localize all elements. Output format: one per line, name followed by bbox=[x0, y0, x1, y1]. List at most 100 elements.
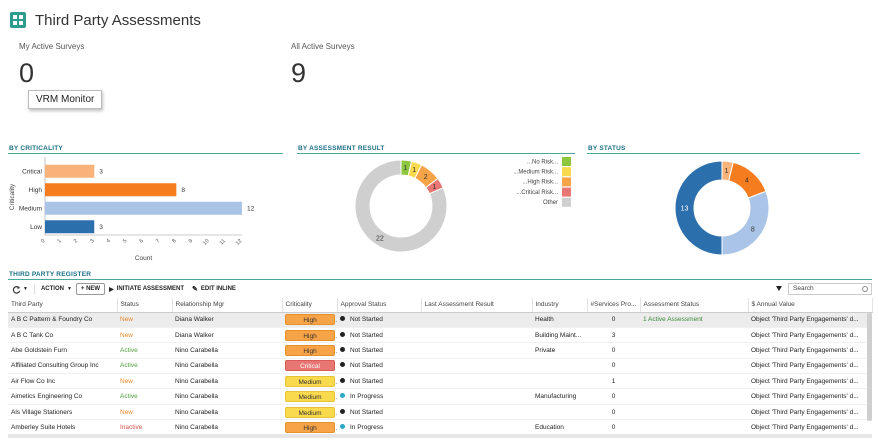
my-active-surveys-value[interactable]: 0 bbox=[19, 58, 35, 88]
edit-inline-label: EDIT INLINE bbox=[200, 286, 236, 292]
column-header[interactable]: Last Assessment Result bbox=[421, 298, 533, 313]
bar-medium bbox=[45, 201, 242, 215]
relationship-mgr-cell: Nino Carabella bbox=[172, 342, 282, 359]
industry-cell bbox=[532, 404, 587, 421]
section-divider bbox=[8, 279, 872, 280]
bar-value-label: 8 bbox=[181, 187, 185, 194]
last-assessment-cell bbox=[421, 327, 532, 344]
column-header[interactable]: Third Party bbox=[8, 298, 118, 313]
approval-status-cell: In Progress bbox=[337, 419, 421, 436]
annual-value-cell: Object 'Third Party Engagements' d... bbox=[748, 373, 872, 390]
initiate-assessment-button[interactable]: ▶ INITIATE ASSESSMENT bbox=[105, 283, 188, 295]
search-input[interactable]: Search bbox=[788, 283, 872, 295]
search-placeholder: Search bbox=[793, 285, 814, 292]
page-title: Third Party Assessments bbox=[35, 11, 201, 29]
column-header[interactable]: Relationship Mgr bbox=[172, 298, 283, 313]
relationship-mgr-cell: Nino Carabella bbox=[172, 404, 282, 421]
table-row[interactable]: Abe Goldstein Furn Active Nino Carabella Hi… bbox=[8, 342, 872, 359]
table-row[interactable]: A B C Tank Co New Diana Walker High Not Star… bbox=[8, 327, 872, 344]
approval-status-cell: Not Started bbox=[337, 312, 421, 328]
services-cell: 3 bbox=[587, 327, 640, 344]
legend-label: Other bbox=[543, 200, 558, 206]
services-cell: 1 bbox=[587, 373, 640, 390]
table-row[interactable]: Air Flow Co Inc New Nino Carabella Medium No… bbox=[8, 373, 872, 390]
table-row[interactable]: Aimetics Engineering Co Active Nino Carabe… bbox=[8, 388, 872, 405]
section-divider bbox=[8, 153, 283, 154]
column-header[interactable]: Criticality bbox=[282, 298, 338, 313]
last-assessment-cell bbox=[421, 388, 532, 405]
services-cell: 0 bbox=[587, 312, 640, 328]
table-row[interactable]: A B C Pattern & Foundry Co New Diana Walke… bbox=[8, 312, 872, 328]
vertical-scrollbar[interactable] bbox=[867, 313, 872, 421]
result-slice-4 bbox=[354, 159, 448, 253]
legend-swatch bbox=[562, 157, 571, 166]
x-tick-label: 3 bbox=[89, 238, 95, 244]
relationship-mgr-cell: Nino Carabella bbox=[172, 373, 282, 390]
new-button[interactable]: + NEW bbox=[75, 283, 106, 295]
status-cell: Inactive bbox=[117, 419, 172, 436]
criticality-badge: High bbox=[285, 314, 335, 326]
action-menu-button[interactable]: ACTION ▼ bbox=[40, 286, 72, 292]
third-party-register-table: Third Party Status Relationship Mgr Critica… bbox=[8, 298, 873, 436]
approval-status-dot-icon bbox=[340, 393, 345, 399]
result-slice-label: 1 bbox=[404, 165, 408, 172]
bar-category-label: Low bbox=[30, 224, 42, 231]
table-row[interactable]: Als Village Stationers New Nino Carabella M… bbox=[8, 404, 872, 421]
approval-status-cell: Not Started bbox=[337, 358, 421, 375]
status-donut-chart: 1 4 8 13 bbox=[674, 160, 770, 256]
approval-status-dot-icon bbox=[340, 362, 345, 368]
edit-inline-button[interactable]: ✎ EDIT INLINE bbox=[188, 283, 240, 295]
assessment-status-cell[interactable]: 1 Active Assessment bbox=[640, 312, 748, 328]
bar-category-label: Critical bbox=[22, 169, 42, 176]
column-header[interactable]: Status bbox=[117, 298, 173, 313]
third-party-cell: Abe Goldstein Furn bbox=[8, 342, 117, 359]
criticality-cell: Medium bbox=[282, 388, 337, 405]
services-cell: 0 bbox=[587, 342, 640, 359]
services-cell: 0 bbox=[587, 419, 640, 436]
last-assessment-cell bbox=[421, 342, 532, 359]
table-row[interactable]: Affiliated Consulting Group Inc Active Nin… bbox=[8, 358, 872, 375]
horizontal-scrollbar[interactable] bbox=[8, 434, 872, 438]
search-icon bbox=[862, 286, 868, 292]
relationship-mgr-cell: Nino Carabella bbox=[172, 388, 282, 405]
x-tick-label: 4 bbox=[106, 238, 112, 244]
column-header[interactable]: Approval Status bbox=[337, 298, 422, 313]
legend-label: ...High Risk... bbox=[522, 180, 558, 186]
tooltip: VRM Monitor bbox=[28, 90, 103, 109]
annual-value-cell: Object 'Third Party Engagements' d... bbox=[748, 404, 872, 421]
result-slice-label: 2 bbox=[424, 174, 428, 181]
section-divider bbox=[297, 153, 575, 154]
industry-cell: Building Maint... bbox=[532, 327, 587, 344]
status-cell: Active bbox=[117, 358, 172, 375]
assessment-status-cell bbox=[640, 419, 748, 436]
third-party-cell: Als Village Stationers bbox=[8, 404, 117, 421]
x-tick-label: 0 bbox=[40, 238, 46, 244]
filter-icon[interactable] bbox=[776, 286, 782, 291]
assessment-status-cell bbox=[640, 388, 748, 405]
bar-low bbox=[45, 220, 95, 234]
status-cell: Active bbox=[117, 342, 172, 359]
third-party-cell: Air Flow Co Inc bbox=[8, 373, 117, 390]
grid-icon[interactable] bbox=[10, 12, 26, 28]
criticality-badge: Medium bbox=[285, 375, 335, 387]
third-party-cell: Aimetics Engineering Co bbox=[8, 388, 117, 405]
column-header[interactable]: $ Annual Value bbox=[748, 298, 873, 313]
approval-status-dot-icon bbox=[340, 377, 345, 383]
status-slice-label: 1 bbox=[725, 168, 729, 175]
industry-cell bbox=[532, 358, 587, 375]
status-slice-label: 4 bbox=[745, 177, 749, 184]
column-header[interactable]: #Services Pro... bbox=[587, 298, 641, 313]
bar-critical bbox=[45, 164, 95, 178]
relationship-mgr-cell: Nino Carabella bbox=[172, 419, 282, 436]
column-header[interactable]: Assessment Status bbox=[640, 298, 749, 313]
approval-status-dot-icon bbox=[340, 408, 345, 414]
refresh-icon[interactable]: ▼ bbox=[8, 283, 32, 295]
result-slice-label: 22 bbox=[376, 236, 384, 243]
relationship-mgr-cell: Nino Carabella bbox=[172, 358, 282, 375]
x-tick-label: 6 bbox=[139, 238, 145, 244]
column-header[interactable]: Industry bbox=[532, 298, 588, 313]
table-row[interactable]: Amberley Suite Hotels Inactive Nino Carabe… bbox=[8, 419, 872, 436]
all-active-surveys-value[interactable]: 9 bbox=[291, 58, 307, 88]
